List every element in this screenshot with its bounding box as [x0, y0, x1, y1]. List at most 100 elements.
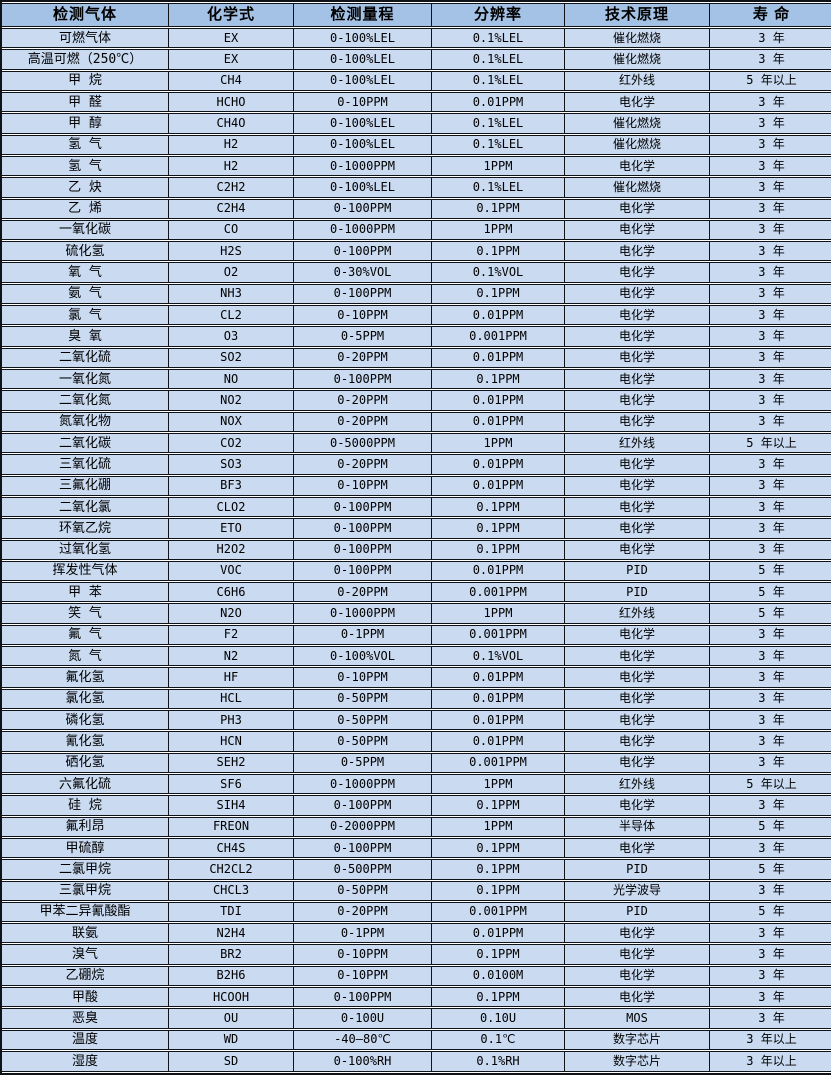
cell-technical-principle: 电化学: [565, 411, 710, 432]
cell-lifespan: 5 年: [710, 816, 831, 837]
cell-technical-principle: 红外线: [565, 773, 710, 795]
cell-chemical-formula: SO2: [169, 347, 294, 368]
cell-detection-range: 0-1000PPM: [294, 219, 432, 241]
cell-resolution: 0.1PPM: [432, 539, 565, 560]
cell-detection-range: 0-30%VOL: [294, 262, 432, 283]
table-row: 乙硼烷 B2H6 0-10PPM 0.0100M 电化学 3 年: [2, 965, 831, 987]
table-row: 磷化氢 PH3 0-50PPM 0.01PPM 电化学 3 年: [2, 710, 831, 731]
cell-resolution: 1PPM: [432, 432, 565, 454]
table-row: 氯 气 CL2 0-10PPM 0.01PPM 电化学 3 年: [2, 305, 831, 326]
cell-detection-range: 0-100PPM: [294, 560, 432, 582]
cell-resolution: 0.01PPM: [432, 411, 565, 432]
table-row: 联氨 N2H4 0-1PPM 0.01PPM 电化学 3 年: [2, 923, 831, 944]
cell-resolution: 0.1PPM: [432, 987, 565, 1008]
cell-gas-name: 二氧化氯: [2, 496, 169, 518]
cell-gas-name: 硅 烷: [2, 795, 169, 816]
cell-chemical-formula: BF3: [169, 475, 294, 496]
cell-detection-range: 0-100%LEL: [294, 134, 432, 155]
cell-chemical-formula: EX: [169, 28, 294, 49]
cell-resolution: 0.1%LEL: [432, 49, 565, 70]
cell-detection-range: 0-100%LEL: [294, 28, 432, 49]
table-row: 氮氧化物 NOX 0-20PPM 0.01PPM 电化学 3 年: [2, 411, 831, 432]
cell-lifespan: 3 年: [710, 944, 831, 965]
cell-detection-range: 0-50PPM: [294, 710, 432, 731]
table-row: 氢 气 H2 0-100%LEL 0.1%LEL 催化燃烧 3 年: [2, 134, 831, 155]
cell-gas-name: 一氧化氮: [2, 369, 169, 390]
cell-lifespan: 3 年: [710, 134, 831, 155]
cell-resolution: 0.10U: [432, 1008, 565, 1029]
cell-detection-range: -40—80℃: [294, 1029, 432, 1050]
cell-technical-principle: 电化学: [565, 241, 710, 262]
cell-detection-range: 0-1000PPM: [294, 773, 432, 795]
header-detection-range: 检测量程: [294, 3, 432, 27]
cell-lifespan: 3 年: [710, 837, 831, 859]
cell-gas-name: 可燃气体: [2, 28, 169, 49]
table-row: 三氯甲烷 CHCL3 0-50PPM 0.1PPM 光学波导 3 年: [2, 880, 831, 901]
cell-lifespan: 3 年: [710, 539, 831, 560]
cell-lifespan: 3 年: [710, 1008, 831, 1029]
table-row: 挥发性气体 VOC 0-100PPM 0.01PPM PID 5 年: [2, 560, 831, 582]
cell-lifespan: 3 年: [710, 795, 831, 816]
cell-technical-principle: 光学波导: [565, 880, 710, 901]
table-row: 氮 气 N2 0-100%VOL 0.1%VOL 电化学 3 年: [2, 646, 831, 667]
cell-chemical-formula: O3: [169, 326, 294, 347]
cell-technical-principle: 电化学: [565, 837, 710, 859]
cell-detection-range: 0-100U: [294, 1008, 432, 1029]
cell-detection-range: 0-20PPM: [294, 411, 432, 432]
cell-detection-range: 0-100PPM: [294, 987, 432, 1008]
cell-chemical-formula: CLO2: [169, 496, 294, 518]
cell-resolution: 0.1%LEL: [432, 177, 565, 198]
cell-lifespan: 3 年: [710, 624, 831, 646]
cell-detection-range: 0-20PPM: [294, 454, 432, 475]
cell-technical-principle: 电化学: [565, 390, 710, 411]
cell-gas-name: 硫化氢: [2, 241, 169, 262]
table-row: 二氧化硫 SO2 0-20PPM 0.01PPM 电化学 3 年: [2, 347, 831, 368]
cell-detection-range: 0-100%LEL: [294, 113, 432, 134]
table-row: 六氟化硫 SF6 0-1000PPM 1PPM 红外线 5 年以上: [2, 773, 831, 795]
cell-resolution: 0.1PPM: [432, 198, 565, 219]
cell-gas-name: 氰化氢: [2, 731, 169, 752]
cell-gas-name: 氨 气: [2, 283, 169, 305]
cell-resolution: 0.1PPM: [432, 369, 565, 390]
cell-technical-principle: 电化学: [565, 688, 710, 709]
cell-technical-principle: 电化学: [565, 347, 710, 368]
cell-chemical-formula: H2: [169, 155, 294, 177]
cell-gas-name: 氮氧化物: [2, 411, 169, 432]
cell-detection-range: 0-50PPM: [294, 880, 432, 901]
cell-technical-principle: PID: [565, 582, 710, 603]
cell-lifespan: 5 年以上: [710, 70, 831, 91]
cell-lifespan: 3 年以上: [710, 1051, 831, 1072]
cell-technical-principle: 电化学: [565, 795, 710, 816]
cell-technical-principle: 电化学: [565, 923, 710, 944]
cell-gas-name: 甲硫醇: [2, 837, 169, 859]
cell-lifespan: 3 年以上: [710, 1029, 831, 1050]
cell-resolution: 0.1%VOL: [432, 646, 565, 667]
cell-gas-name: 溴气: [2, 944, 169, 965]
cell-chemical-formula: HCOOH: [169, 987, 294, 1008]
table-row: 甲硫醇 CH4S 0-100PPM 0.1PPM 电化学 3 年: [2, 837, 831, 859]
cell-chemical-formula: NH3: [169, 283, 294, 305]
cell-detection-range: 0-100PPM: [294, 198, 432, 219]
cell-chemical-formula: CL2: [169, 305, 294, 326]
cell-chemical-formula: H2S: [169, 241, 294, 262]
cell-resolution: 0.01PPM: [432, 305, 565, 326]
cell-resolution: 0.01PPM: [432, 390, 565, 411]
table-row: 硒化氢 SEH2 0-5PPM 0.001PPM 电化学 3 年: [2, 752, 831, 773]
cell-chemical-formula: NO2: [169, 390, 294, 411]
cell-lifespan: 3 年: [710, 369, 831, 390]
cell-resolution: 0.1PPM: [432, 496, 565, 518]
cell-resolution: 0.001PPM: [432, 582, 565, 603]
cell-resolution: 0.1PPM: [432, 241, 565, 262]
cell-resolution: 0.1%VOL: [432, 262, 565, 283]
cell-technical-principle: 电化学: [565, 944, 710, 965]
cell-resolution: 0.1PPM: [432, 283, 565, 305]
table-row: 甲 醇 CH4O 0-100%LEL 0.1%LEL 催化燃烧 3 年: [2, 113, 831, 134]
cell-lifespan: 3 年: [710, 646, 831, 667]
cell-detection-range: 0-100PPM: [294, 241, 432, 262]
cell-resolution: 0.01PPM: [432, 923, 565, 944]
cell-lifespan: 3 年: [710, 198, 831, 219]
cell-resolution: 0.01PPM: [432, 454, 565, 475]
cell-resolution: 0.001PPM: [432, 326, 565, 347]
cell-gas-name: 硒化氢: [2, 752, 169, 773]
cell-technical-principle: 电化学: [565, 731, 710, 752]
